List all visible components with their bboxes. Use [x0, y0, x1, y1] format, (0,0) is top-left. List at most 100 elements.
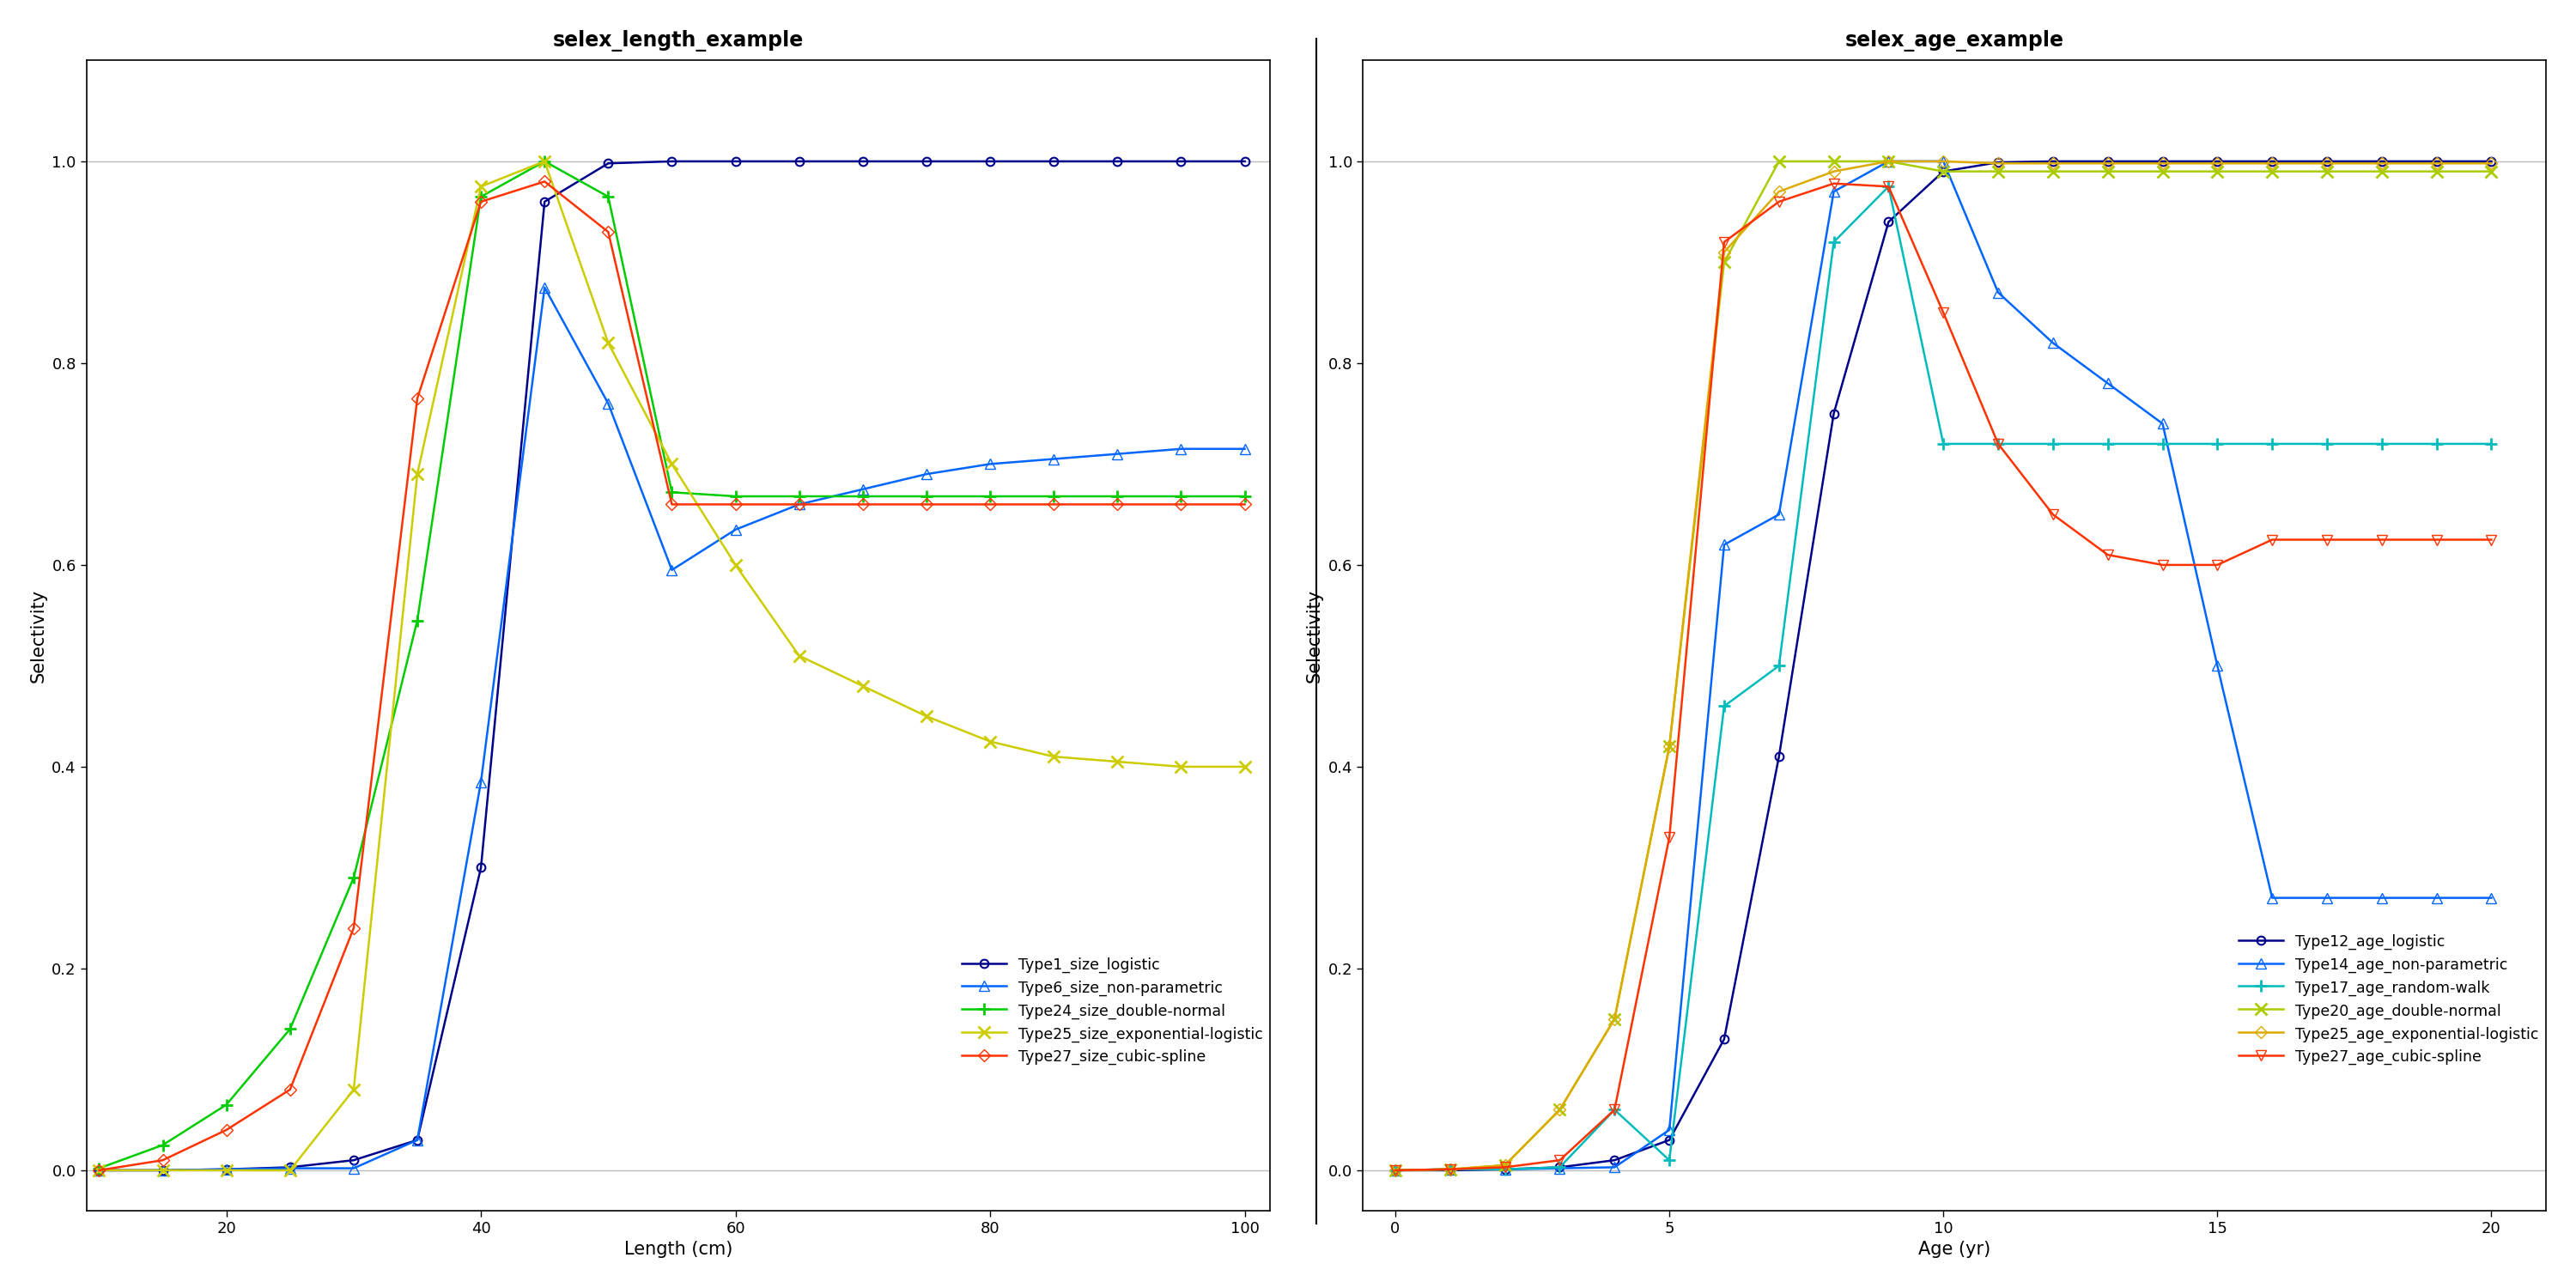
Type12_age_logistic [1927, 164, 1958, 179]
Type27_age_cubic-spline [2257, 532, 2287, 547]
Type20_age_double-normal [2092, 164, 2123, 179]
Type24_size_double-normal [592, 189, 623, 205]
Type24_size_double-normal [783, 488, 814, 504]
Title: selex_age_example: selex_age_example [1844, 30, 2063, 52]
Type12_age_logistic [2202, 153, 2233, 169]
Type25_size_exponential-logistic [528, 153, 559, 169]
Type1_size_logistic [402, 1132, 433, 1148]
Type6_size_non-parametric [82, 1163, 113, 1179]
Type14_age_non-parametric [2311, 890, 2342, 905]
Line: Type25_size_exponential-logistic: Type25_size_exponential-logistic [93, 156, 1249, 1176]
Type1_size_logistic [912, 153, 943, 169]
Type17_age_random-walk [2476, 437, 2506, 452]
Type6_size_non-parametric [276, 1160, 307, 1176]
Type27_age_cubic-spline [2476, 532, 2506, 547]
Title: selex_length_example: selex_length_example [554, 30, 804, 52]
Type27_age_cubic-spline [1708, 234, 1739, 250]
Type25_age_exponential-logistic [1600, 1011, 1631, 1027]
Type20_age_double-normal [2202, 164, 2233, 179]
Type12_age_logistic [1435, 1163, 1466, 1179]
Type14_age_non-parametric [1543, 1160, 1574, 1176]
Line: Type17_age_random-walk: Type17_age_random-walk [1388, 180, 2496, 1176]
Type6_size_non-parametric [848, 482, 878, 497]
Type25_size_exponential-logistic [82, 1163, 113, 1179]
Type27_size_cubic-spline [337, 921, 368, 936]
Type24_size_double-normal [912, 488, 943, 504]
Type27_age_cubic-spline [1873, 179, 1904, 194]
Type27_size_cubic-spline [1229, 497, 1260, 513]
Type20_age_double-normal [2476, 164, 2506, 179]
Type25_age_exponential-logistic [2367, 156, 2398, 171]
Type20_age_double-normal [2148, 164, 2179, 179]
Type27_size_cubic-spline [721, 497, 752, 513]
Type17_age_random-walk [2311, 437, 2342, 452]
Type25_size_exponential-logistic [1229, 759, 1260, 774]
Type25_size_exponential-logistic [721, 558, 752, 573]
Type24_size_double-normal [1103, 488, 1133, 504]
Line: Type1_size_logistic: Type1_size_logistic [95, 157, 1249, 1175]
X-axis label: Age (yr): Age (yr) [1919, 1242, 1991, 1258]
Type17_age_random-walk [1381, 1163, 1412, 1179]
Type27_age_cubic-spline [1489, 1159, 1520, 1175]
Type27_size_cubic-spline [1038, 497, 1069, 513]
Type20_age_double-normal [1984, 164, 2014, 179]
Type25_age_exponential-logistic [1765, 184, 1795, 200]
Line: Type12_age_logistic: Type12_age_logistic [1391, 157, 2496, 1175]
Type27_age_cubic-spline [2148, 558, 2179, 573]
Type12_age_logistic [2367, 153, 2398, 169]
Type12_age_logistic [2311, 153, 2342, 169]
Type17_age_random-walk [1654, 1153, 1685, 1168]
Type12_age_logistic [1654, 1132, 1685, 1148]
Type14_age_non-parametric [1819, 184, 1850, 200]
Type25_age_exponential-logistic [2092, 156, 2123, 171]
Type27_age_cubic-spline [2202, 558, 2233, 573]
Type1_size_logistic [848, 153, 878, 169]
Type25_age_exponential-logistic [1435, 1162, 1466, 1177]
Type1_size_logistic [466, 860, 497, 876]
Type27_size_cubic-spline [783, 497, 814, 513]
Type17_age_random-walk [2202, 437, 2233, 452]
Type12_age_logistic [2092, 153, 2123, 169]
Type27_size_cubic-spline [592, 224, 623, 240]
Type14_age_non-parametric [1708, 537, 1739, 553]
Type20_age_double-normal [1489, 1158, 1520, 1173]
Type6_size_non-parametric [1103, 446, 1133, 461]
Type17_age_random-walk [2038, 437, 2069, 452]
Type1_size_logistic [147, 1163, 178, 1179]
Type14_age_non-parametric [1873, 153, 1904, 169]
Type12_age_logistic [2038, 153, 2069, 169]
Type25_age_exponential-logistic [2311, 156, 2342, 171]
Type14_age_non-parametric [2257, 890, 2287, 905]
Type17_age_random-walk [2257, 437, 2287, 452]
Type12_age_logistic [2476, 153, 2506, 169]
Type17_age_random-walk [2092, 437, 2123, 452]
Type25_age_exponential-logistic [1984, 156, 2014, 171]
Type25_age_exponential-logistic [2257, 156, 2287, 171]
Type17_age_random-walk [1927, 437, 1958, 452]
Type27_age_cubic-spline [2421, 532, 2452, 547]
Type20_age_double-normal [2421, 164, 2452, 179]
Type27_size_cubic-spline [402, 390, 433, 406]
Type14_age_non-parametric [2421, 890, 2452, 905]
Type27_age_cubic-spline [1819, 175, 1850, 191]
Type27_size_cubic-spline [912, 497, 943, 513]
Type25_size_exponential-logistic [1103, 753, 1133, 769]
Type25_age_exponential-logistic [1543, 1103, 1574, 1118]
Type25_age_exponential-logistic [1708, 245, 1739, 260]
Type24_size_double-normal [848, 488, 878, 504]
Type17_age_random-walk [1489, 1162, 1520, 1177]
Type17_age_random-walk [1435, 1162, 1466, 1177]
Type17_age_random-walk [1543, 1159, 1574, 1175]
Type25_size_exponential-logistic [402, 466, 433, 482]
Type14_age_non-parametric [2148, 416, 2179, 431]
Type25_size_exponential-logistic [783, 648, 814, 663]
Type27_age_cubic-spline [1927, 305, 1958, 321]
Type6_size_non-parametric [528, 279, 559, 295]
Type20_age_double-normal [1708, 255, 1739, 270]
Type27_size_cubic-spline [1164, 497, 1195, 513]
Type12_age_logistic [2257, 153, 2287, 169]
Type25_size_exponential-logistic [147, 1163, 178, 1179]
Type25_size_exponential-logistic [592, 335, 623, 350]
Type1_size_logistic [528, 194, 559, 210]
Type6_size_non-parametric [402, 1132, 433, 1148]
